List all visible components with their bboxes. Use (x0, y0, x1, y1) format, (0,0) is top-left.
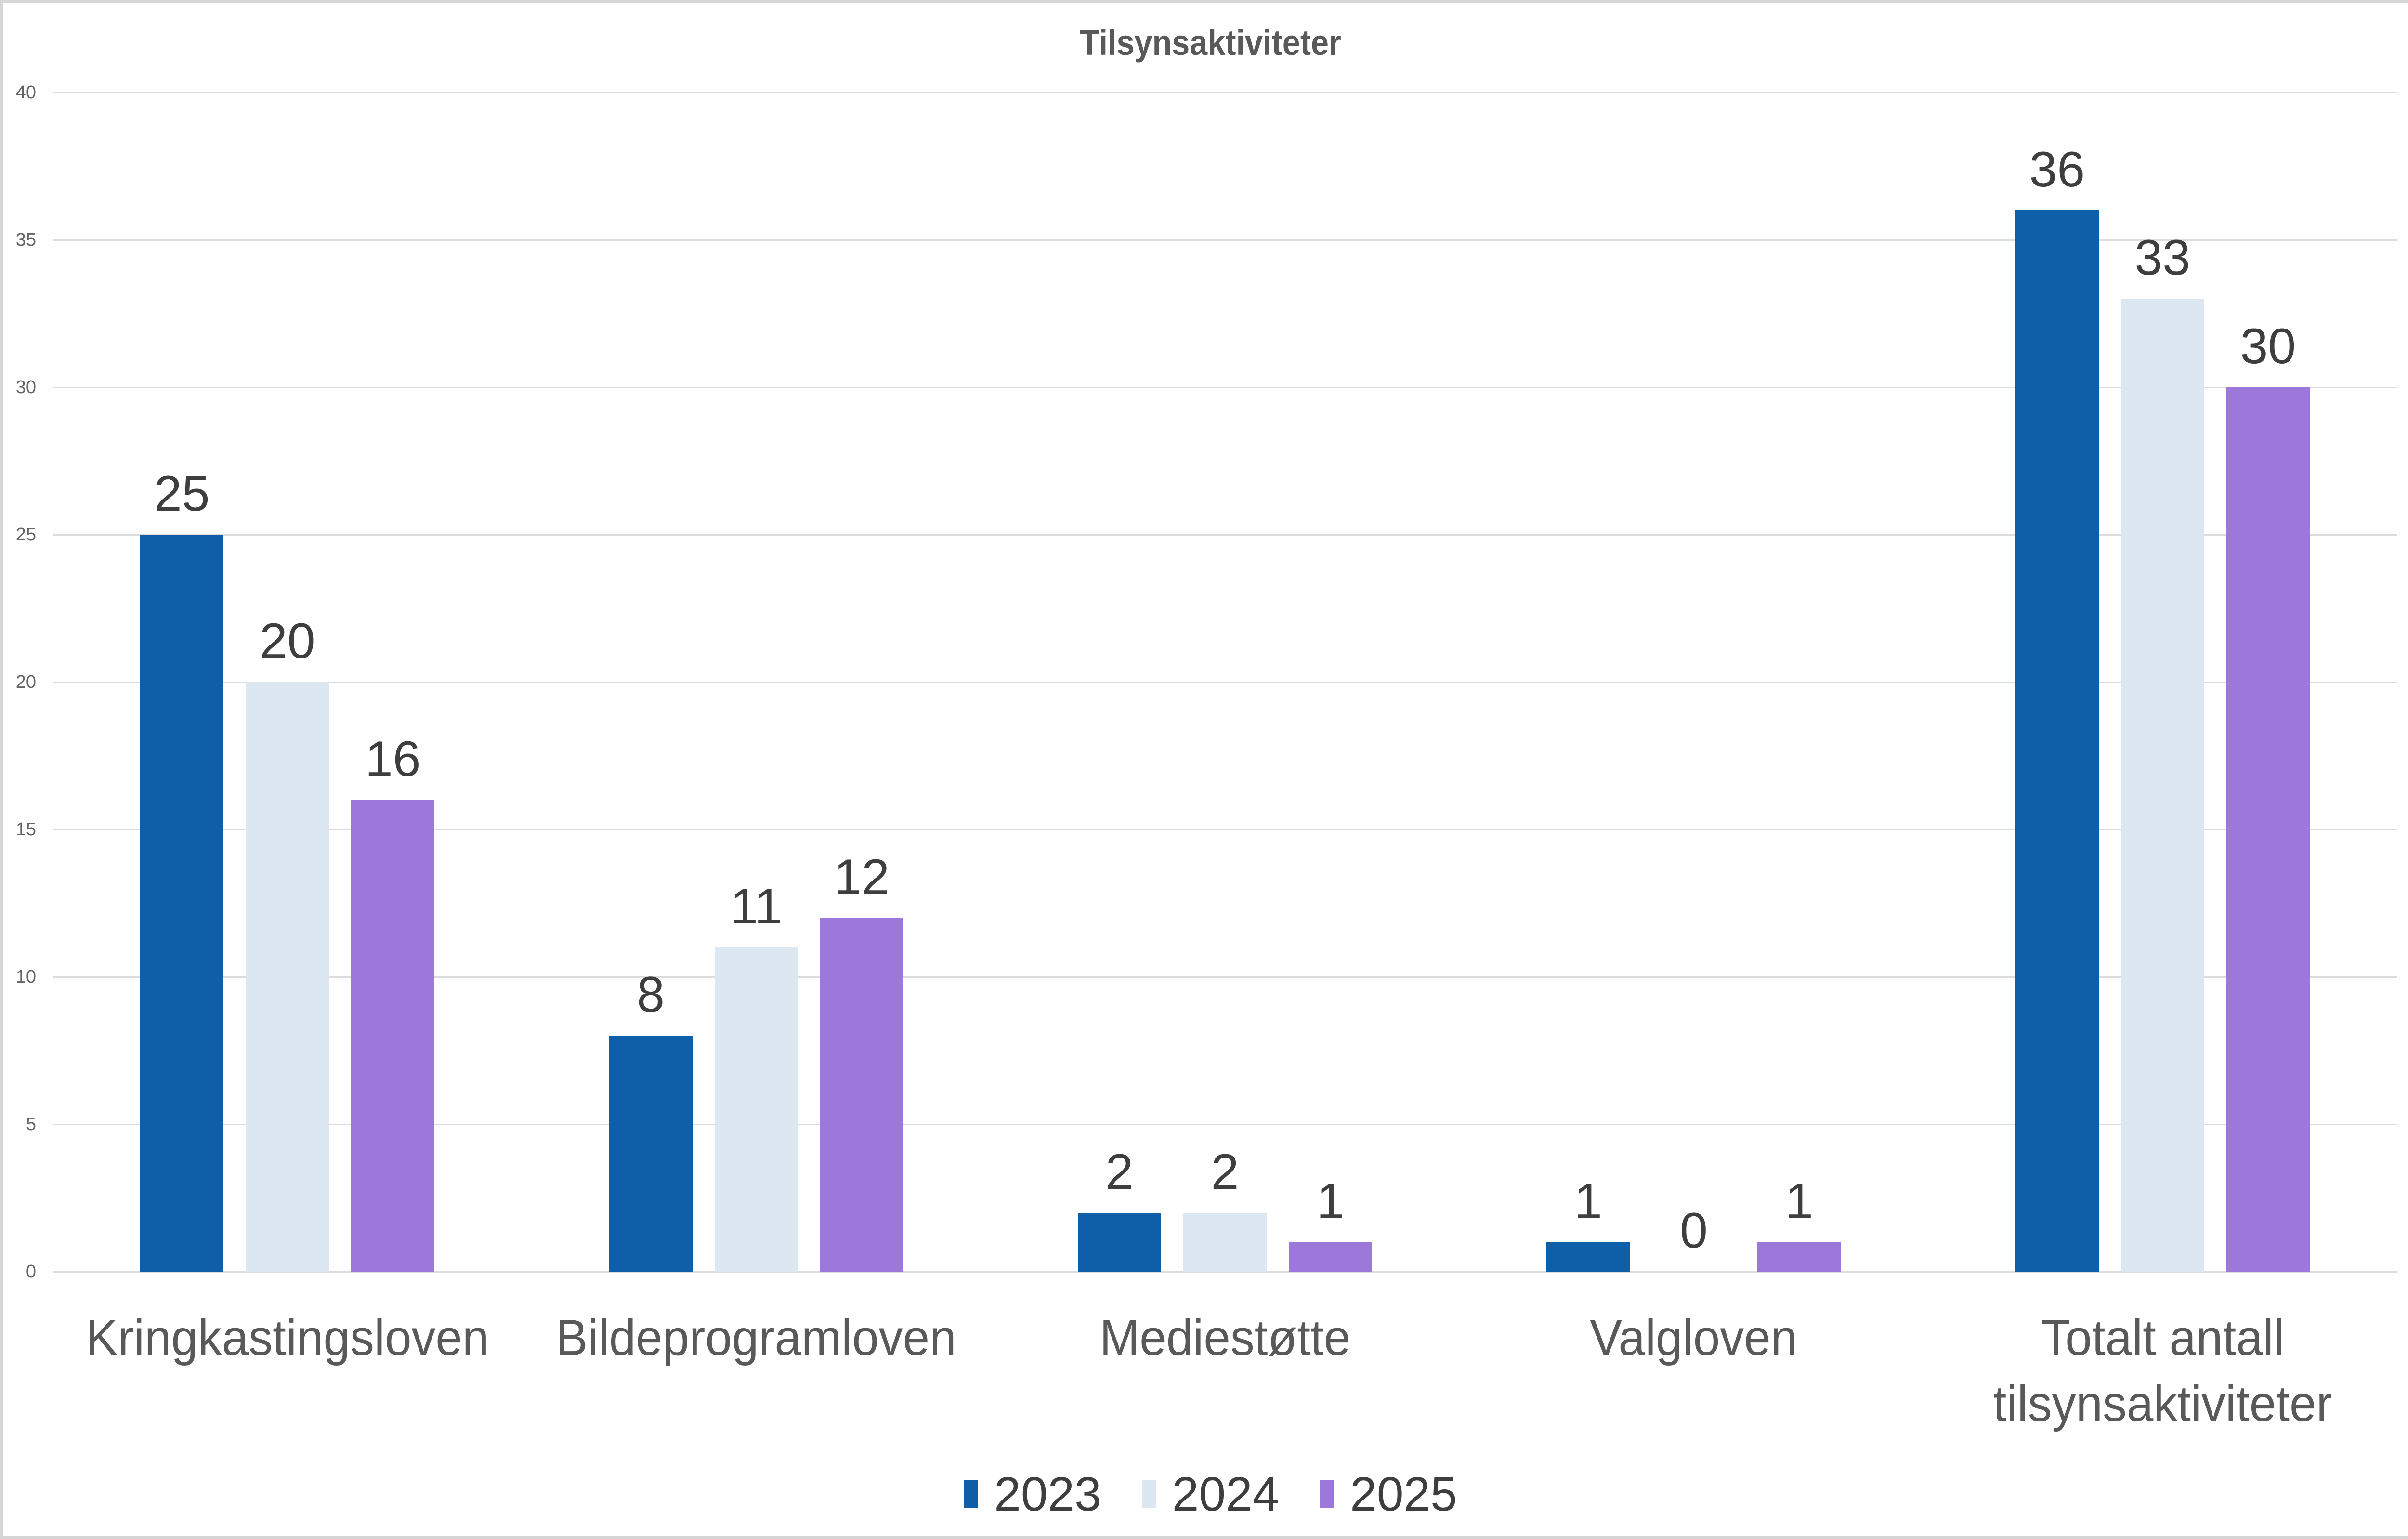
gridline-30 (53, 387, 2397, 388)
bar-2024-Bildeprogramloven (714, 947, 798, 1272)
legend-label-2025: 2025 (1350, 1467, 1457, 1521)
bar-value-label: 11 (730, 878, 783, 934)
bar-2025-Valgloven (1757, 1242, 1841, 1272)
bar-value-label: 30 (2240, 318, 2296, 374)
category-label-Kringkastingsloven: Kringkastingsloven (86, 1310, 489, 1366)
bar-value-label: 16 (365, 731, 421, 787)
bar-2023-Mediestøtte (1078, 1212, 1161, 1272)
gridline-35 (53, 239, 2397, 241)
bar-2023-Valgloven (1546, 1242, 1630, 1272)
y-tick-label-5: 5 (26, 1114, 36, 1134)
y-tick-label-0: 0 (26, 1262, 36, 1282)
gridline-15 (53, 829, 2397, 830)
bar-2025-Totalt antall (2226, 387, 2310, 1272)
legend-label-2024: 2024 (1172, 1467, 1280, 1521)
bar-2024-Mediestøtte (1183, 1212, 1267, 1272)
bar-2025-Bildeprogramloven (820, 918, 903, 1272)
bar-value-label: 36 (2029, 141, 2085, 197)
gridline-40 (53, 92, 2397, 93)
gridline-25 (53, 534, 2397, 536)
y-tick-label-30: 30 (15, 377, 36, 397)
category-label-Mediestøtte: Mediestøtte (1099, 1310, 1351, 1366)
bar-value-label: 1 (1785, 1173, 1813, 1229)
bar-value-label: 25 (154, 466, 210, 522)
legend-item-2023: 2023 (964, 1470, 1101, 1518)
bar-2025-Mediestøtte (1289, 1242, 1372, 1272)
gridline-5 (53, 1124, 2397, 1125)
gridline-20 (53, 682, 2397, 683)
bar-value-label: 33 (2134, 230, 2191, 286)
legend-item-2024: 2024 (1141, 1467, 1280, 1521)
y-tick-label-20: 20 (15, 672, 36, 692)
bar-2023-Kringkastingsloven (140, 535, 224, 1272)
y-tick-label-10: 10 (15, 967, 36, 987)
bar-value-label: 8 (637, 967, 665, 1023)
legend-label-2023: 2023 (994, 1467, 1101, 1521)
bar-2024-Kringkastingsloven (246, 682, 329, 1272)
bar-value-label: 12 (834, 849, 890, 905)
category-label-Bildeprogramloven: Bildeprogramloven (556, 1310, 956, 1366)
bar-2024-Totalt antall (2120, 299, 2204, 1272)
bar-2023-Bildeprogramloven (609, 1036, 693, 1272)
bar-value-label: 20 (259, 613, 315, 669)
category-label-Valgloven: Valgloven (1590, 1310, 1798, 1366)
category-label-Totalt antall: Totalt antall tilsynsaktiviteter (1993, 1310, 2332, 1432)
bar-value-label: 1 (1574, 1173, 1602, 1229)
legend-swatch-2024 (1141, 1480, 1156, 1508)
legend: 2023 2024 2025 (0, 1470, 2408, 1518)
legend-swatch-2025 (1320, 1480, 1334, 1508)
bar-value-label: 0 (1679, 1203, 1708, 1259)
gridline-0 (53, 1271, 2397, 1273)
legend-swatch-2023 (964, 1480, 978, 1508)
chart-title: Tilsynsaktiviteter (1080, 23, 1341, 63)
bar-value-label: 1 (1316, 1173, 1345, 1229)
bar-2023-Totalt antall (2015, 210, 2099, 1272)
y-tick-label-35: 35 (15, 230, 36, 250)
legend-item-2025: 2025 (1320, 1470, 1457, 1518)
y-tick-label-40: 40 (15, 82, 36, 103)
y-tick-label-15: 15 (15, 819, 36, 840)
bar-value-label: 2 (1105, 1144, 1134, 1200)
y-tick-label-25: 25 (15, 525, 36, 545)
bar-2025-Kringkastingsloven (351, 800, 435, 1272)
bar-value-label: 2 (1211, 1144, 1239, 1200)
gridline-10 (53, 976, 2397, 978)
